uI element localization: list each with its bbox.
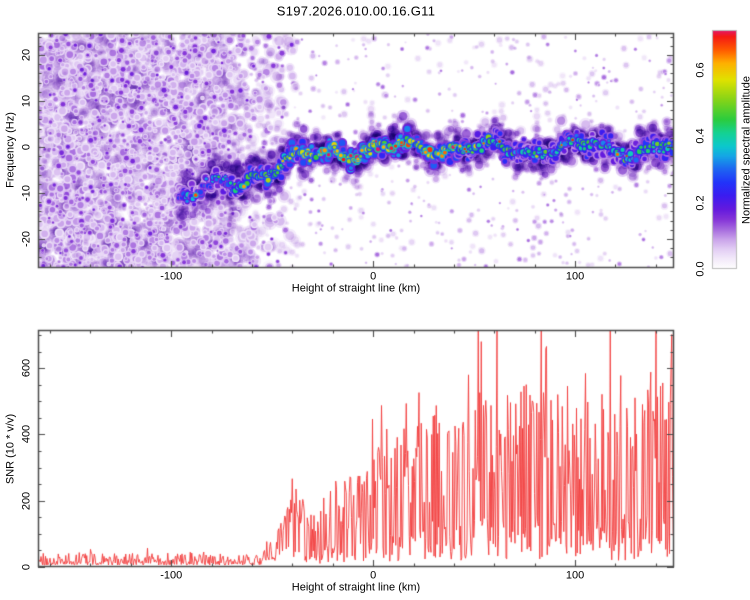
snr-y-tick-label: 600 [20, 358, 33, 378]
spectrogram-x-tick-label: 0 [370, 270, 377, 283]
snr-x-tick-label: 100 [565, 569, 585, 582]
snr-y-axis-label: SNR (10 * v/v) [4, 413, 17, 485]
snr-y-tick-label: 400 [20, 425, 33, 444]
snr-y-tick-label: 0 [20, 563, 33, 571]
snr-x-tick-label: -100 [160, 569, 183, 582]
spectrogram-y-tick-label: 0 [20, 143, 33, 151]
snr-x-tick-label: 0 [370, 569, 377, 582]
colorbar-tick-label: 0.2 [694, 194, 707, 211]
colorbar-label: Normalized spectral amplitude [740, 76, 750, 224]
spectrogram-y-tick-label: 20 [20, 48, 33, 62]
spectrogram-x-tick-label: 100 [565, 270, 585, 283]
colorbar-tick-label: 0.4 [694, 128, 707, 144]
spectrogram-x-tick-label: -100 [160, 270, 183, 283]
spectrogram-y-tick-label: -10 [20, 185, 33, 201]
snr-y-tick-label: 200 [20, 491, 33, 510]
colorbar-tick-label: 0.0 [694, 261, 707, 277]
figure-title: S197.2026.010.00.16.G11 [276, 3, 436, 19]
colorbar-tick-label: 0.6 [694, 62, 707, 78]
spectrogram-y-tick-label: 10 [20, 94, 33, 108]
spectrogram-y-axis-label: Frequency (Hz) [4, 112, 17, 188]
snr-x-axis-label: Height of straight line (km) [291, 581, 421, 594]
spectrogram-x-axis-label: Height of straight line (km) [291, 282, 421, 295]
spectrogram-y-tick-label: -20 [20, 231, 33, 247]
